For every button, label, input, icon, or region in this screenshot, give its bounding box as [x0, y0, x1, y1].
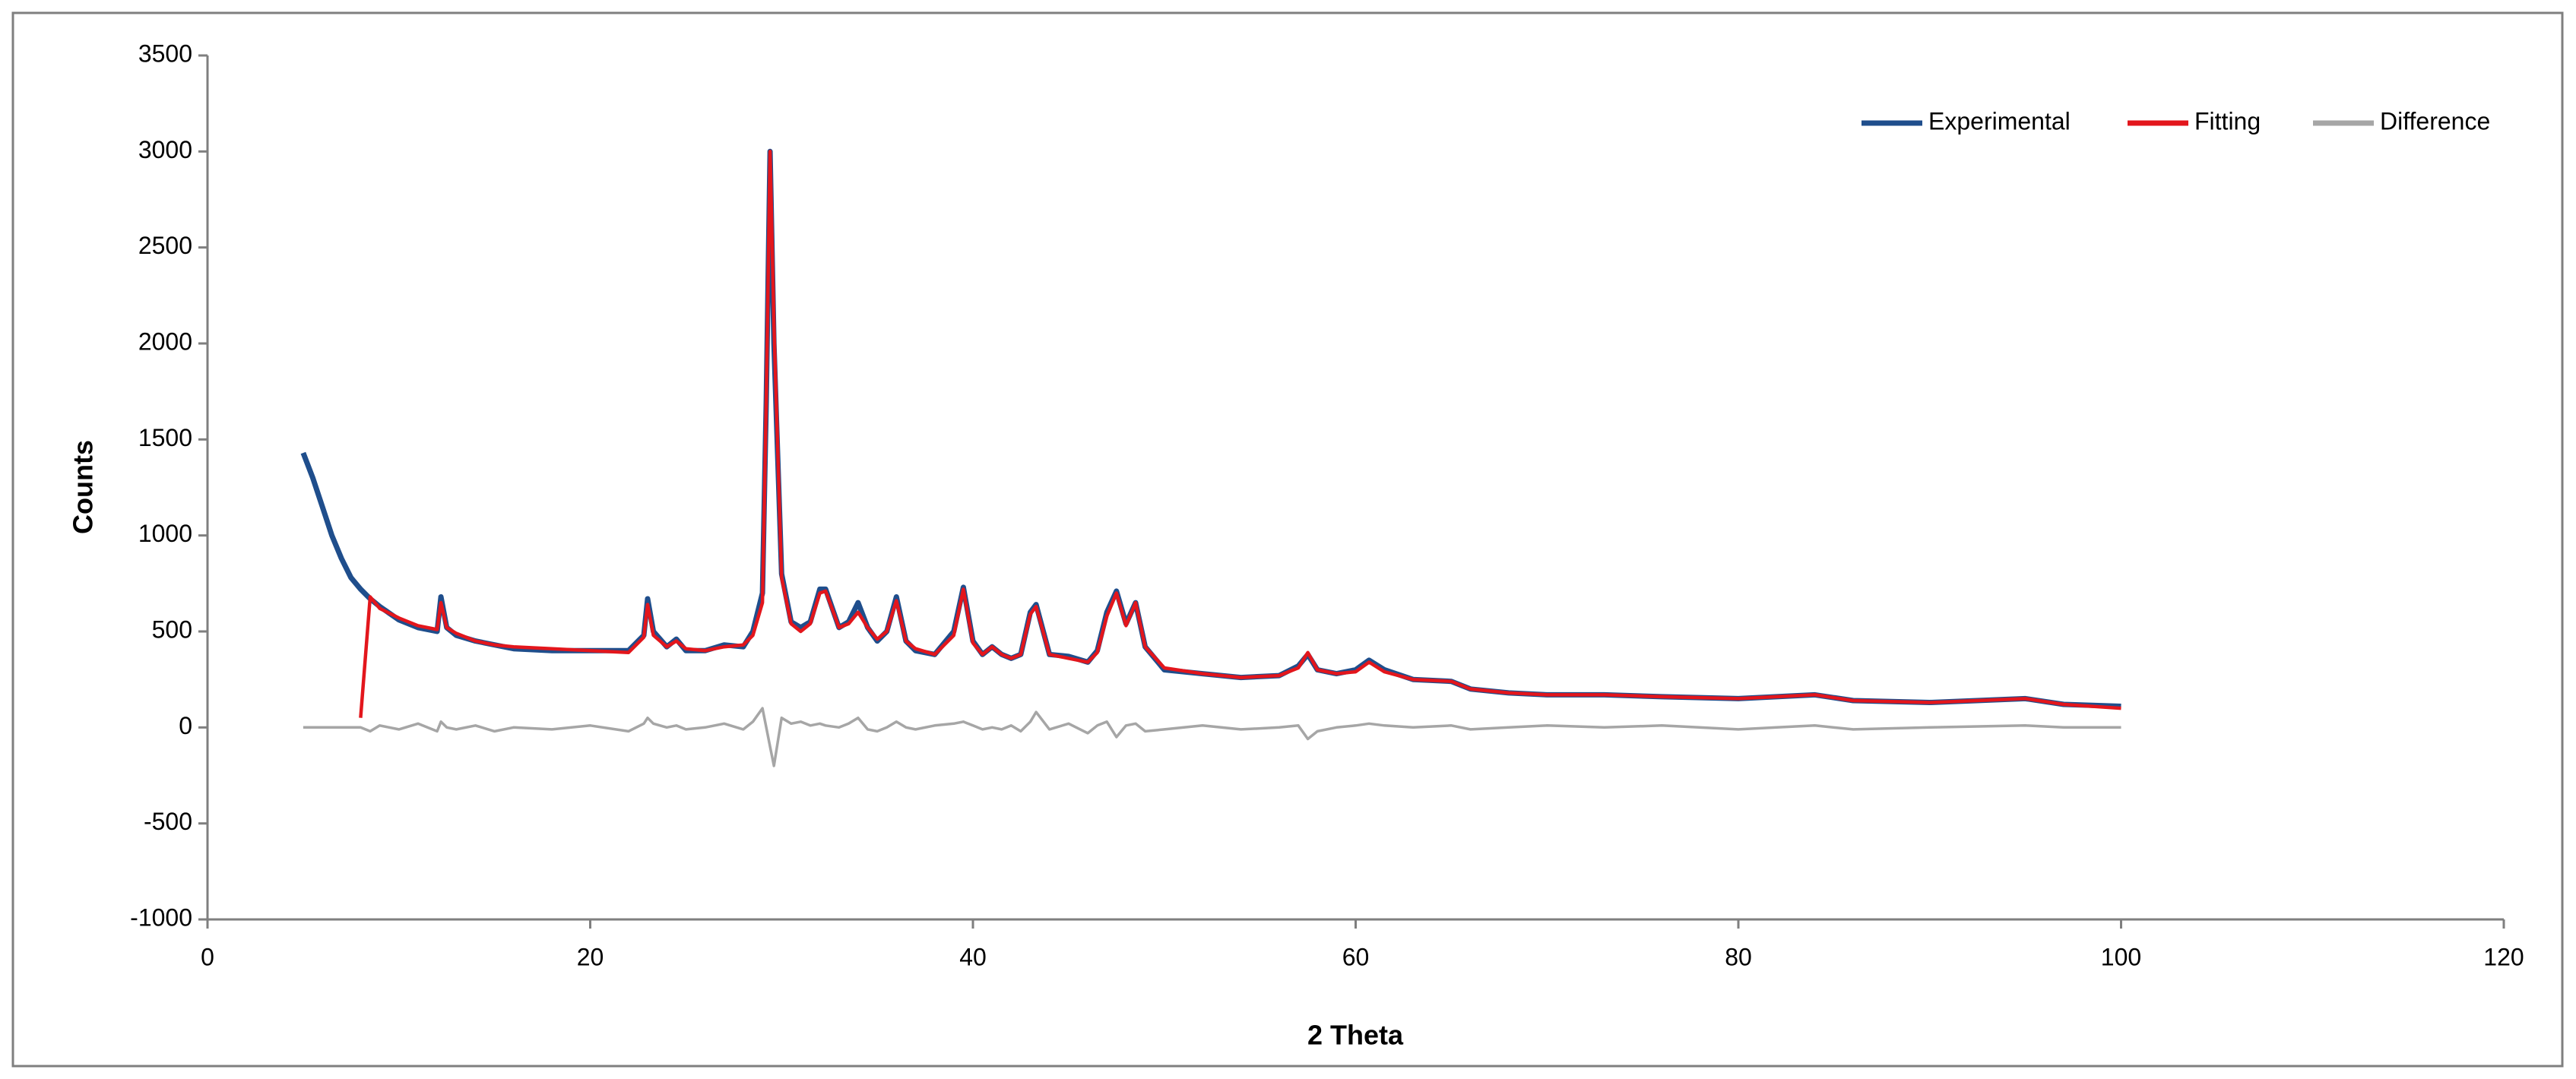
y-tick-label: 0: [179, 712, 192, 739]
y-tick-label: -1000: [130, 903, 192, 931]
x-tick-label: 80: [1725, 943, 1752, 970]
x-tick-label: 60: [1342, 943, 1370, 970]
y-tick-label: 3000: [138, 136, 192, 163]
legend-label: Fitting: [2194, 107, 2261, 134]
y-tick-label: 1000: [138, 520, 192, 547]
chart-border: [11, 11, 2564, 1068]
x-axis-title: 2 Theta: [1307, 1020, 1404, 1051]
y-tick-label: 1500: [138, 424, 192, 451]
y-tick-label: 500: [152, 615, 192, 643]
data-line: [359, 150, 2121, 718]
data-line: [303, 707, 2121, 767]
y-tick-label: 3500: [138, 40, 192, 67]
legend-label: Experimental: [1928, 107, 2071, 134]
y-tick-label: 2000: [138, 327, 192, 355]
x-tick-label: 20: [577, 943, 604, 970]
x-tick-label: 120: [2483, 943, 2524, 970]
y-tick-label: -500: [144, 808, 192, 835]
x-tick-label: 100: [2101, 943, 2141, 970]
x-tick-label: 0: [201, 943, 214, 970]
legend-label: Difference: [2380, 107, 2490, 134]
y-tick-label: 2500: [138, 232, 192, 259]
y-axis-title: Counts: [68, 440, 99, 534]
x-tick-label: 40: [959, 943, 987, 970]
